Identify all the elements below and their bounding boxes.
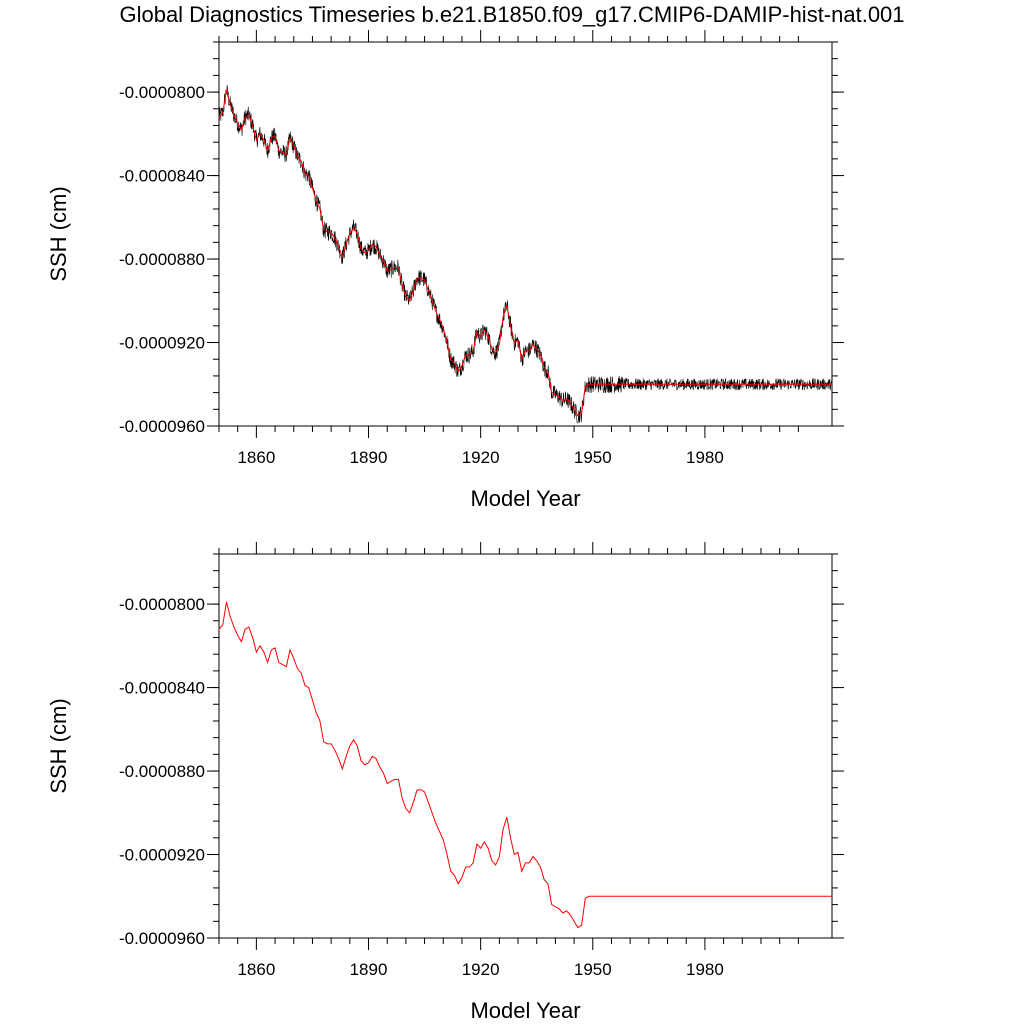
- x-tick-label: 1920: [462, 448, 500, 467]
- x-axis-label: Model Year: [470, 486, 580, 511]
- x-tick-label: 1950: [574, 448, 612, 467]
- panel-1: 1860 1890 1920 1950 1980 -0.0000800 -0.0000840…: [46, 30, 844, 511]
- x-tick-label: 1860: [237, 960, 275, 979]
- y-tick-label: -0.0000840: [119, 679, 205, 698]
- y-tick-label: -0.0000920: [119, 334, 205, 353]
- x-tick-label: 1890: [350, 448, 388, 467]
- chart-title: Global Diagnostics Timeseries b.e21.B185…: [119, 2, 905, 27]
- y-tick-label: -0.0000880: [119, 250, 205, 269]
- y-axis-label: SSH (cm): [46, 698, 71, 793]
- plot-frame: [218, 553, 833, 939]
- y-axis-label: SSH (cm): [46, 186, 71, 281]
- monthly-series-line: [218, 85, 832, 424]
- y-tick-label: -0.0000880: [119, 762, 205, 781]
- y-tick-label: -0.0000800: [119, 595, 205, 614]
- panel-2: 1860 1890 1920 1950 1980 -0.0000800 -0.0000840…: [46, 542, 844, 1023]
- x-tick-label: 1980: [686, 448, 724, 467]
- y-tick-label: -0.0000920: [119, 846, 205, 865]
- x-tick-label: 1890: [350, 960, 388, 979]
- y-tick-label: -0.0000840: [119, 167, 205, 186]
- x-tick-label: 1860: [237, 448, 275, 467]
- x-tick-label: 1980: [686, 960, 724, 979]
- y-tick-label: -0.0000960: [119, 417, 205, 436]
- plot-frame: [218, 41, 833, 427]
- y-tick-label: -0.0000800: [119, 83, 205, 102]
- annual-mean-series-line: [218, 601, 832, 929]
- annual-mean-series-line: [218, 89, 832, 417]
- x-axis-label: Model Year: [470, 998, 580, 1023]
- x-tick-label: 1950: [574, 960, 612, 979]
- x-tick-label: 1920: [462, 960, 500, 979]
- y-tick-label: -0.0000960: [119, 929, 205, 948]
